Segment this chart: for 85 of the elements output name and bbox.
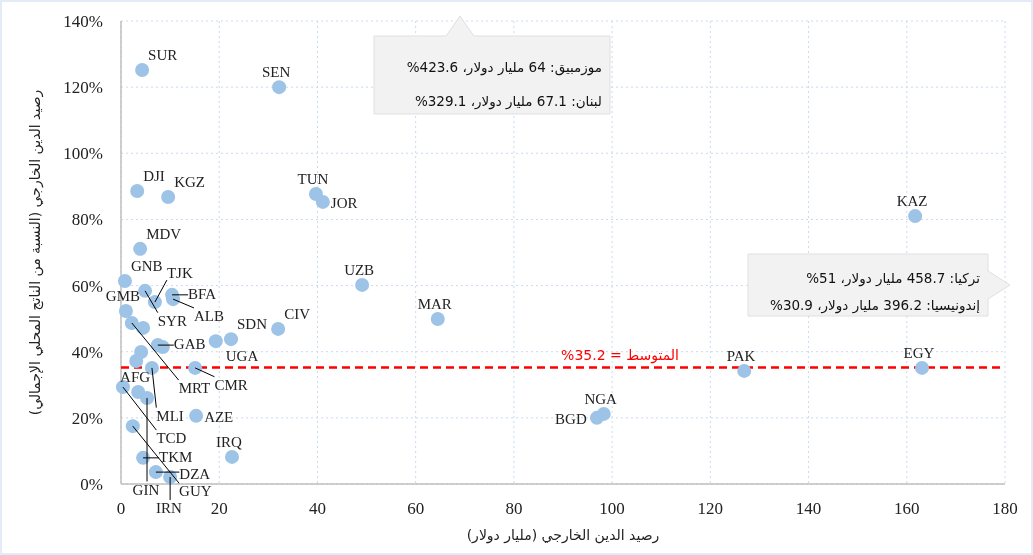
annotation: IRN	[156, 500, 183, 517]
annotation: SYR	[157, 312, 187, 329]
point	[315, 194, 330, 209]
annotation: TKM	[159, 448, 193, 465]
annotation: GUY	[179, 483, 212, 500]
point	[129, 353, 144, 368]
y-tick-label: 140%	[63, 12, 103, 31]
annotation: MLI	[156, 407, 184, 424]
x-tick-label: 100	[599, 499, 625, 518]
point	[135, 62, 150, 77]
annotation: KAZ	[896, 193, 928, 210]
annotation: TCD	[156, 430, 187, 447]
annotation: SEN	[261, 64, 291, 81]
annotation: DJI	[143, 167, 165, 184]
point	[138, 283, 153, 298]
point	[130, 183, 145, 198]
point	[272, 80, 287, 95]
annotation: IRQ	[215, 433, 242, 450]
point	[737, 363, 752, 378]
annotation: GAB	[173, 336, 206, 353]
point	[125, 419, 140, 434]
point	[124, 315, 139, 330]
point	[189, 408, 204, 423]
y-axis-title: رصيد الدين الخارجي (النسبة من الناتج المحلي الإجمالي)	[27, 89, 44, 416]
y-tick-label: 20%	[71, 408, 103, 428]
annotation: BFA	[188, 285, 217, 302]
point	[136, 320, 151, 335]
y-tick-label: 80%	[71, 210, 103, 230]
x-tick-label: 40	[308, 499, 326, 518]
x-axis-title: رصيد الدين الخارجي (مليار دولار)	[466, 527, 660, 544]
ref-line-label: المتوسط = 35.2%	[561, 346, 679, 364]
annotation: MAR	[417, 295, 452, 312]
point	[161, 189, 176, 204]
x-tick-label: 140	[795, 499, 822, 518]
annotation: UZB	[344, 261, 375, 278]
annotation: CIV	[284, 305, 311, 322]
annotation: KGZ	[174, 173, 205, 190]
annotation: UGA	[225, 348, 259, 365]
annotation: MDV	[146, 225, 182, 242]
annotation: MRT	[178, 380, 211, 397]
point	[117, 273, 132, 288]
annotation: GMB	[105, 288, 140, 305]
annotation: ALB	[194, 307, 225, 324]
x-tick-label: 80	[505, 499, 523, 518]
point	[430, 311, 445, 326]
y-tick-label: 120%	[63, 78, 103, 98]
x-tick-label: 160	[894, 499, 920, 518]
annotation: SDN	[237, 316, 268, 333]
x-tick-label: 20	[210, 499, 228, 518]
annotation: تركيا: 458.7 مليار دولار، 51% إندونيسيا: 396.2 مليار دولار، 30.9%	[770, 269, 981, 314]
y-tick-label: 40%	[71, 342, 103, 362]
point	[140, 391, 155, 406]
annotation: EGY	[903, 344, 935, 361]
annotation: GIN	[132, 481, 160, 498]
x-tick-label: 0	[116, 499, 126, 518]
point	[224, 332, 239, 347]
point	[224, 449, 239, 464]
point	[271, 321, 286, 336]
y-tick-label: 100%	[63, 144, 103, 164]
x-tick-label: 120	[697, 499, 724, 518]
point	[188, 360, 203, 375]
point	[596, 406, 611, 421]
annotation: TJK	[166, 265, 193, 282]
point	[208, 334, 223, 349]
annotation: AZE	[204, 408, 234, 425]
point	[133, 241, 148, 256]
x-tick-label: 60	[407, 499, 425, 518]
y-tick-label: 0%	[80, 475, 103, 494]
annotation: NGA	[584, 390, 618, 407]
annotation: CMR	[214, 376, 248, 393]
annotation: DZA	[179, 465, 211, 482]
annotation: TUN	[297, 170, 329, 187]
y-tick-label: 60%	[71, 276, 103, 296]
x-tick-label: 180	[992, 499, 1018, 518]
annotation: AFG	[120, 369, 151, 386]
annotation: JOR	[330, 194, 358, 211]
annotation: GNB	[130, 257, 163, 274]
point	[915, 360, 929, 375]
point	[118, 304, 133, 319]
point	[148, 465, 163, 480]
point	[355, 277, 370, 292]
annotation: PAK	[726, 347, 756, 364]
point	[908, 209, 923, 224]
annotation: SUR	[148, 46, 178, 63]
annotation: BGD	[555, 410, 587, 427]
